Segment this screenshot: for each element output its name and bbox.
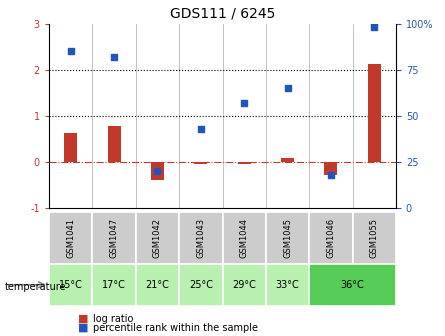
Bar xyxy=(368,64,381,162)
Title: GDS111 / 6245: GDS111 / 6245 xyxy=(170,7,275,21)
Bar xyxy=(309,264,396,306)
Bar xyxy=(309,212,353,264)
Bar xyxy=(281,158,294,162)
Text: 17°C: 17°C xyxy=(102,280,126,290)
Text: 25°C: 25°C xyxy=(189,280,213,290)
Bar xyxy=(324,162,337,175)
Bar xyxy=(136,212,179,264)
Bar xyxy=(93,212,136,264)
Point xyxy=(154,169,161,174)
Bar xyxy=(179,264,222,306)
Bar xyxy=(64,133,77,162)
Text: ■: ■ xyxy=(78,323,89,333)
Bar xyxy=(222,264,266,306)
Bar xyxy=(93,264,136,306)
Text: 29°C: 29°C xyxy=(232,280,256,290)
Bar xyxy=(238,162,251,164)
Bar xyxy=(49,212,93,264)
Text: temperature: temperature xyxy=(4,282,66,292)
Text: GSM1043: GSM1043 xyxy=(196,218,205,258)
Point xyxy=(110,54,117,59)
Point xyxy=(67,49,74,54)
Bar xyxy=(49,264,93,306)
Text: GSM1047: GSM1047 xyxy=(109,218,118,258)
Bar xyxy=(266,212,309,264)
Text: GSM1044: GSM1044 xyxy=(240,218,249,258)
Point xyxy=(241,100,248,106)
Text: ■: ■ xyxy=(78,313,89,324)
Point xyxy=(328,172,335,178)
Text: percentile rank within the sample: percentile rank within the sample xyxy=(93,323,259,333)
Bar xyxy=(108,126,121,162)
Point xyxy=(197,126,204,132)
Point xyxy=(371,25,378,30)
Point xyxy=(284,85,291,91)
Text: GSM1055: GSM1055 xyxy=(370,218,379,258)
Text: 33°C: 33°C xyxy=(276,280,299,290)
Bar xyxy=(353,212,396,264)
Bar xyxy=(151,162,164,180)
Text: 21°C: 21°C xyxy=(146,280,170,290)
Text: 15°C: 15°C xyxy=(59,280,83,290)
Text: log ratio: log ratio xyxy=(93,313,134,324)
Bar xyxy=(266,264,309,306)
Text: GSM1041: GSM1041 xyxy=(66,218,75,258)
Bar xyxy=(194,162,207,164)
Text: GSM1042: GSM1042 xyxy=(153,218,162,258)
Bar xyxy=(136,264,179,306)
Text: GSM1045: GSM1045 xyxy=(283,218,292,258)
Bar xyxy=(179,212,222,264)
Text: GSM1046: GSM1046 xyxy=(327,218,336,258)
Text: 36°C: 36°C xyxy=(341,280,364,290)
Bar xyxy=(222,212,266,264)
